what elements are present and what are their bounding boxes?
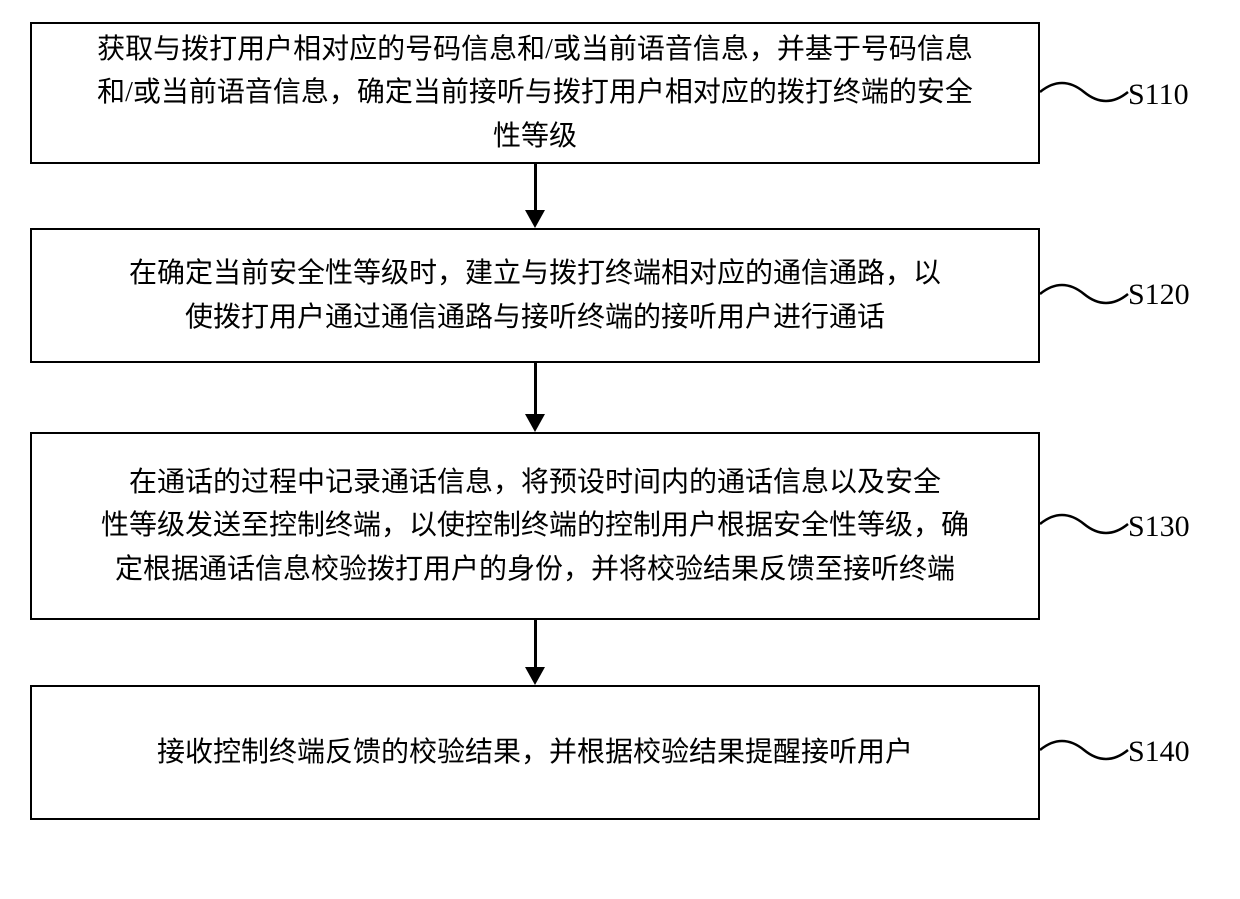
flow-arrow-head <box>525 414 545 432</box>
connector-curve-s140 <box>1040 730 1130 770</box>
flowchart-node-s120: 在确定当前安全性等级时，建立与拨打终端相对应的通信通路，以 使拨打用户通过通信通… <box>30 228 1040 363</box>
step-label-s110: S110 <box>1128 78 1189 112</box>
step-label-s140: S140 <box>1128 735 1190 769</box>
flowchart-node-s110: 获取与拨打用户相对应的号码信息和/或当前语音信息，并基于号码信息 和/或当前语音… <box>30 22 1040 164</box>
node-text: 接收控制终端反馈的校验结果，并根据校验结果提醒接听用户 <box>157 731 913 774</box>
flowchart-canvas: 获取与拨打用户相对应的号码信息和/或当前语音信息，并基于号码信息 和/或当前语音… <box>0 0 1240 899</box>
flow-arrow-head <box>525 210 545 228</box>
flow-arrow-head <box>525 667 545 685</box>
flow-arrow <box>534 164 537 210</box>
node-text: 在确定当前安全性等级时，建立与拨打终端相对应的通信通路，以 使拨打用户通过通信通… <box>129 252 941 339</box>
node-text: 获取与拨打用户相对应的号码信息和/或当前语音信息，并基于号码信息 和/或当前语音… <box>97 28 973 158</box>
step-label-s120: S120 <box>1128 278 1190 312</box>
connector-curve-s120 <box>1040 274 1130 314</box>
flow-arrow <box>534 620 537 667</box>
flowchart-node-s140: 接收控制终端反馈的校验结果，并根据校验结果提醒接听用户 <box>30 685 1040 820</box>
connector-curve-s130 <box>1040 504 1130 544</box>
flow-arrow <box>534 363 537 414</box>
node-text: 在通话的过程中记录通话信息，将预设时间内的通话信息以及安全 性等级发送至控制终端… <box>101 461 969 591</box>
flowchart-node-s130: 在通话的过程中记录通话信息，将预设时间内的通话信息以及安全 性等级发送至控制终端… <box>30 432 1040 620</box>
connector-curve-s110 <box>1040 72 1130 112</box>
step-label-s130: S130 <box>1128 510 1190 544</box>
